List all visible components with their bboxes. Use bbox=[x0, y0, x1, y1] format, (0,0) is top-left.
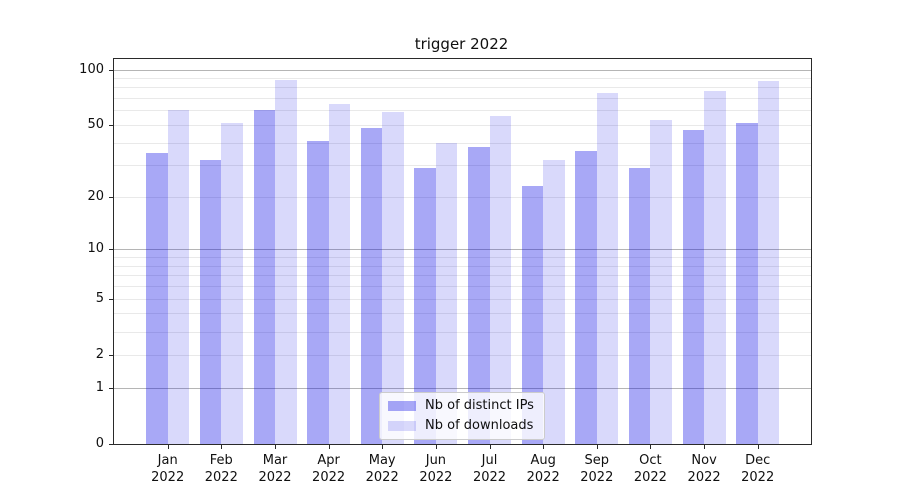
gridline-major bbox=[114, 69, 811, 71]
gridline-minor bbox=[114, 125, 811, 126]
bar-downloads-mar bbox=[275, 79, 297, 444]
x-tick-label: Aug 2022 bbox=[526, 453, 560, 485]
gridline-major bbox=[114, 387, 811, 389]
y-tick-label: 10 bbox=[87, 241, 104, 257]
x-tick-mark bbox=[328, 444, 330, 449]
y-tick-mark bbox=[109, 387, 114, 389]
gridline-minor bbox=[114, 78, 811, 79]
y-tick-label: 1 bbox=[95, 379, 104, 395]
legend: Nb of distinct IPs Nb of downloads bbox=[379, 392, 545, 440]
x-tick-label: May 2022 bbox=[365, 453, 399, 485]
x-tick-mark bbox=[435, 444, 437, 449]
gridline-minor bbox=[114, 98, 811, 100]
x-tick-label: Apr 2022 bbox=[312, 453, 346, 485]
bar-downloads-feb bbox=[221, 123, 243, 444]
bar-distinct-ips-oct bbox=[628, 168, 651, 444]
bar-downloads-sep bbox=[596, 92, 619, 444]
x-tick-label: Mar 2022 bbox=[258, 453, 292, 485]
x-tick-label: Nov 2022 bbox=[687, 453, 721, 485]
y-tick-label: 2 bbox=[95, 346, 104, 362]
gridline-minor bbox=[114, 257, 811, 259]
x-tick-mark bbox=[489, 444, 491, 449]
gridline-minor bbox=[114, 265, 811, 267]
gridline-minor bbox=[114, 197, 811, 198]
y-tick-mark bbox=[109, 69, 114, 71]
legend-label-distinct-ips: Nb of distinct IPs bbox=[425, 398, 534, 413]
bar-distinct-ips-mar bbox=[253, 110, 275, 444]
bar-downloads-apr bbox=[328, 104, 351, 444]
y-tick-mark bbox=[109, 444, 114, 445]
x-tick-label: Sep 2022 bbox=[580, 453, 614, 485]
legend-swatch-downloads bbox=[388, 420, 416, 431]
x-tick-mark bbox=[382, 444, 384, 449]
y-tick-label: 0 bbox=[95, 436, 104, 451]
gridline-minor bbox=[114, 275, 811, 277]
gridline-minor bbox=[114, 354, 811, 356]
legend-item-downloads: Nb of downloads bbox=[388, 418, 534, 433]
gridline-minor bbox=[114, 286, 811, 288]
y-tick-label: 20 bbox=[87, 189, 104, 204]
chart-title: trigger 2022 bbox=[414, 35, 509, 53]
legend-swatch-distinct-ips bbox=[388, 400, 416, 411]
gridline-minor bbox=[114, 331, 811, 333]
x-tick-label: Dec 2022 bbox=[741, 453, 775, 485]
bar-downloads-oct bbox=[650, 120, 672, 444]
bar-distinct-ips-jan bbox=[146, 153, 168, 444]
bar-distinct-ips-jul bbox=[468, 146, 490, 444]
x-tick-label: Jan 2022 bbox=[151, 453, 185, 485]
x-tick-mark bbox=[650, 444, 652, 449]
gridline-minor bbox=[114, 87, 811, 89]
bar-distinct-ips-jun bbox=[414, 168, 436, 444]
y-tick-mark bbox=[109, 125, 114, 126]
y-tick-label: 100 bbox=[79, 61, 104, 77]
x-tick-label: Jul 2022 bbox=[472, 453, 507, 485]
legend-item-distinct-ips: Nb of distinct IPs bbox=[388, 398, 534, 413]
bar-distinct-ips-dec bbox=[736, 123, 758, 444]
x-tick-label: Oct 2022 bbox=[633, 453, 667, 485]
bar-distinct-ips-sep bbox=[575, 151, 597, 444]
gridline-minor bbox=[114, 142, 811, 144]
plot-area: 100 50 20 10 5 2 1 0 Jan 2022 Feb 2022 Mar 2022 Apr 20… bbox=[79, 58, 812, 485]
bar-downloads-jan bbox=[167, 110, 190, 444]
y-tick-label: 5 bbox=[95, 290, 104, 306]
bar-downloads-nov bbox=[704, 90, 726, 444]
y-tick-mark bbox=[109, 249, 114, 251]
gridline-minor bbox=[114, 110, 811, 112]
bar-distinct-ips-nov bbox=[682, 129, 705, 444]
bar-downloads-aug bbox=[543, 160, 565, 444]
bar-downloads-jul bbox=[489, 116, 511, 444]
y-tick-label: 50 bbox=[87, 117, 104, 132]
bar-downloads-jun bbox=[435, 142, 458, 444]
x-tick-mark bbox=[596, 444, 598, 449]
bar-distinct-ips-may bbox=[360, 128, 383, 444]
gridline-minor bbox=[114, 165, 811, 167]
x-tick-mark bbox=[221, 444, 223, 449]
bar-distinct-ips-apr bbox=[307, 140, 329, 444]
legend-label-downloads: Nb of downloads bbox=[425, 418, 534, 433]
gridline-minor bbox=[114, 298, 811, 300]
gridline-minor bbox=[114, 313, 811, 315]
x-tick-label: Jun 2022 bbox=[419, 453, 453, 485]
x-tick-label: Feb 2022 bbox=[204, 453, 238, 485]
bar-downloads-dec bbox=[757, 80, 780, 444]
bar-distinct-ips-feb bbox=[199, 160, 222, 444]
x-tick-mark bbox=[275, 444, 276, 449]
x-tick-mark bbox=[543, 444, 545, 449]
x-tick-mark bbox=[757, 444, 759, 449]
bar-downloads-may bbox=[382, 111, 404, 444]
y-tick-mark bbox=[109, 354, 114, 356]
bar-distinct-ips-aug bbox=[521, 186, 544, 444]
x-tick-mark bbox=[704, 444, 706, 449]
y-tick-mark bbox=[109, 298, 114, 300]
y-tick-mark bbox=[109, 197, 114, 198]
gridline-major bbox=[114, 249, 811, 251]
x-tick-mark bbox=[167, 444, 169, 449]
